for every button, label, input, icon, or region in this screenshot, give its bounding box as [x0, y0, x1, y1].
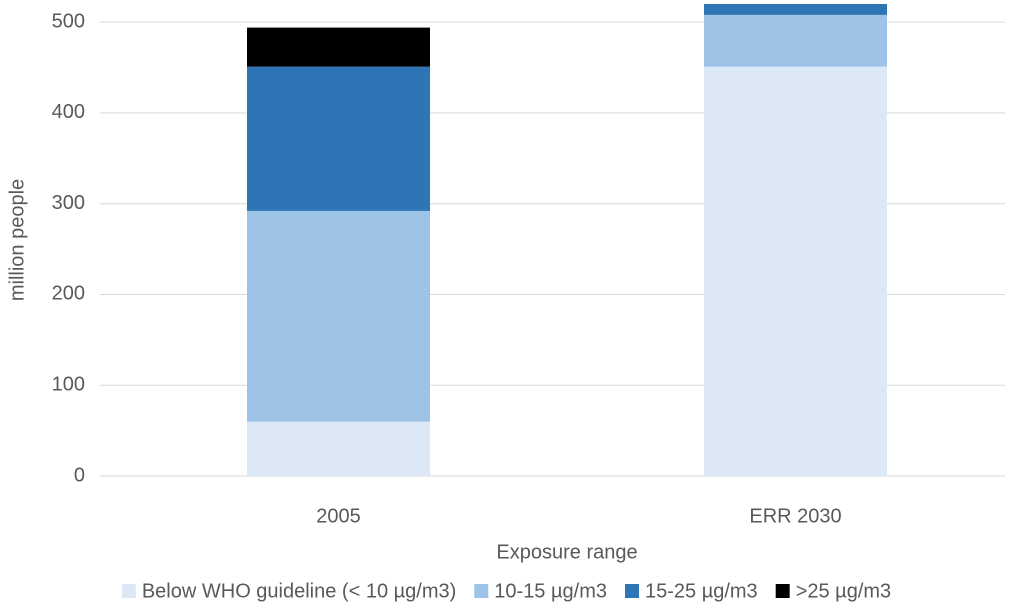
y-axis-label: million people — [6, 179, 28, 301]
legend-swatch — [121, 584, 136, 598]
y-tick-label: 400 — [52, 101, 85, 123]
x-tick-label: ERR 2030 — [749, 505, 841, 527]
bar-segment — [704, 4, 887, 15]
legend-label: >25 µg/m3 — [796, 580, 891, 602]
bar-segment — [247, 66, 430, 211]
legend-swatch — [474, 584, 489, 598]
legend-label: Below WHO guideline (< 10 µg/m3) — [142, 580, 456, 602]
bar-segment — [704, 66, 887, 476]
x-axis-label: Exposure range — [496, 541, 637, 563]
bar-segment — [704, 14, 887, 67]
bar-segment — [247, 421, 430, 476]
y-tick-label: 200 — [52, 283, 85, 305]
y-tick-label: 300 — [52, 192, 85, 214]
x-tick-label: 2005 — [316, 505, 361, 527]
legend-label: 15-25 µg/m3 — [645, 580, 758, 602]
legend-swatch — [624, 584, 639, 598]
bar-segment — [247, 210, 430, 422]
y-tick-label: 0 — [74, 464, 85, 486]
legend-swatch — [775, 584, 790, 598]
y-tick-label: 500 — [52, 10, 85, 32]
y-tick-label: 100 — [52, 374, 85, 396]
legend-label: 10-15 µg/m3 — [494, 580, 607, 602]
bar-segment — [247, 27, 430, 67]
